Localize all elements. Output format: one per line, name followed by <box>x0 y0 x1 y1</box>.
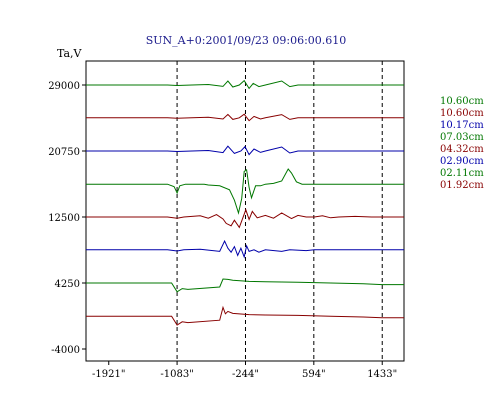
x-ticks: -1921" -1083" -244" 594" 1433" <box>92 361 397 380</box>
legend-item-4: 04.32cm <box>440 144 484 155</box>
series-line-0 <box>86 79 404 90</box>
y-ticks: 29000 20750 12500 4250 -4000 <box>48 81 86 356</box>
legend-item-0: 10.60cm <box>440 96 484 107</box>
series-line-7 <box>86 305 404 326</box>
y-tick-label-3: 4250 <box>55 279 80 290</box>
legend-item-5: 02.90cm <box>440 156 484 167</box>
series-group <box>86 79 404 326</box>
series-line-4 <box>86 208 404 229</box>
x-tick-label-0: -1921" <box>92 369 125 380</box>
y-axis-label: Ta,V <box>57 47 83 60</box>
chart-title: SUN_A+0:2001/09/23 09:06:00.610 <box>146 34 347 47</box>
y-tick-label-1: 20750 <box>48 147 80 158</box>
y-tick-label-2: 12500 <box>48 213 80 224</box>
x-tick-label-3: 594" <box>302 369 326 380</box>
x-tick-label-4: 1433" <box>367 369 397 380</box>
series-line-5 <box>86 239 404 259</box>
vertical-marker-lines <box>176 61 383 361</box>
series-line-6 <box>86 278 404 293</box>
y-tick-label-0: 29000 <box>48 81 80 92</box>
y-tick-label-4: -4000 <box>51 345 80 356</box>
x-tick-label-2: -244" <box>232 369 259 380</box>
legend-item-7: 01.92cm <box>440 180 484 191</box>
legend-item-3: 07.03cm <box>440 132 484 143</box>
legend-item-2: 10.17cm <box>440 120 484 131</box>
legend: 10.60cm10.60cm10.17cm07.03cm04.32cm02.90… <box>440 96 484 191</box>
x-tick-label-1: -1083" <box>160 369 193 380</box>
legend-item-6: 02.11cm <box>440 168 484 179</box>
series-line-3 <box>86 168 404 215</box>
legend-item-1: 10.60cm <box>440 108 484 119</box>
series-line-2 <box>86 145 404 156</box>
series-line-1 <box>86 113 404 122</box>
